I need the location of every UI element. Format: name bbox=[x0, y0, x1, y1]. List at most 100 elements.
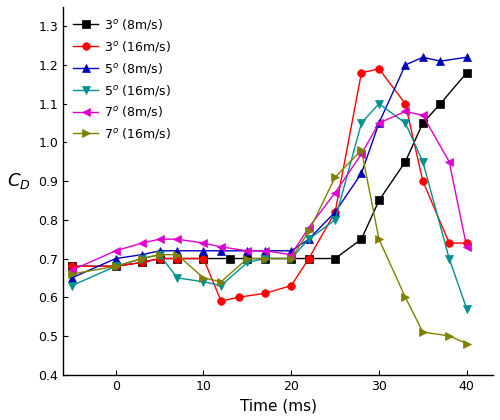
5$^o$ (8m/s) bbox=[200, 248, 206, 253]
3$^o$ (8m/s) bbox=[438, 101, 444, 106]
7$^o$ (16m/s) bbox=[262, 256, 268, 261]
3$^o$ (8m/s) bbox=[288, 256, 294, 261]
Line: 3$^o$ (8m/s): 3$^o$ (8m/s) bbox=[68, 69, 470, 270]
7$^o$ (8m/s) bbox=[402, 109, 408, 114]
7$^o$ (8m/s) bbox=[112, 248, 118, 253]
7$^o$ (8m/s) bbox=[244, 248, 250, 253]
5$^o$ (16m/s) bbox=[262, 256, 268, 261]
3$^o$ (16m/s) bbox=[288, 283, 294, 288]
Line: 7$^o$ (16m/s): 7$^o$ (16m/s) bbox=[68, 146, 470, 347]
5$^o$ (16m/s) bbox=[174, 276, 180, 281]
3$^o$ (16m/s) bbox=[332, 210, 338, 215]
5$^o$ (16m/s) bbox=[156, 252, 162, 257]
3$^o$ (16m/s) bbox=[402, 101, 408, 106]
7$^o$ (16m/s) bbox=[420, 330, 426, 335]
7$^o$ (16m/s) bbox=[69, 271, 75, 276]
5$^o$ (8m/s) bbox=[332, 210, 338, 215]
5$^o$ (16m/s) bbox=[358, 121, 364, 126]
5$^o$ (16m/s) bbox=[402, 121, 408, 126]
5$^o$ (16m/s) bbox=[139, 256, 145, 261]
Line: 3$^o$ (16m/s): 3$^o$ (16m/s) bbox=[68, 65, 470, 305]
7$^o$ (8m/s) bbox=[446, 159, 452, 164]
5$^o$ (16m/s) bbox=[464, 306, 469, 311]
7$^o$ (16m/s) bbox=[376, 236, 382, 241]
5$^o$ (8m/s) bbox=[139, 252, 145, 257]
3$^o$ (8m/s) bbox=[200, 256, 206, 261]
5$^o$ (8m/s) bbox=[69, 276, 75, 281]
5$^o$ (8m/s) bbox=[420, 55, 426, 60]
3$^o$ (8m/s) bbox=[262, 256, 268, 261]
3$^o$ (8m/s) bbox=[244, 256, 250, 261]
3$^o$ (16m/s) bbox=[139, 260, 145, 265]
7$^o$ (8m/s) bbox=[306, 225, 312, 230]
5$^o$ (8m/s) bbox=[288, 248, 294, 253]
7$^o$ (16m/s) bbox=[200, 276, 206, 281]
Line: 7$^o$ (8m/s): 7$^o$ (8m/s) bbox=[68, 108, 470, 274]
7$^o$ (8m/s) bbox=[262, 248, 268, 253]
3$^o$ (16m/s) bbox=[446, 241, 452, 246]
3$^o$ (8m/s) bbox=[306, 256, 312, 261]
7$^o$ (8m/s) bbox=[174, 236, 180, 241]
5$^o$ (8m/s) bbox=[438, 59, 444, 64]
3$^o$ (8m/s) bbox=[112, 264, 118, 269]
Line: 5$^o$ (16m/s): 5$^o$ (16m/s) bbox=[68, 100, 470, 312]
5$^o$ (8m/s) bbox=[358, 171, 364, 176]
5$^o$ (8m/s) bbox=[244, 248, 250, 253]
X-axis label: Time (ms): Time (ms) bbox=[240, 398, 316, 413]
7$^o$ (8m/s) bbox=[358, 152, 364, 157]
5$^o$ (16m/s) bbox=[420, 159, 426, 164]
5$^o$ (16m/s) bbox=[332, 217, 338, 222]
5$^o$ (16m/s) bbox=[218, 283, 224, 288]
7$^o$ (8m/s) bbox=[332, 190, 338, 195]
Legend: 3$^o$ (8m/s), 3$^o$ (16m/s), 5$^o$ (8m/s), 5$^o$ (16m/s), 7$^o$ (8m/s), 7$^o$ (1: 3$^o$ (8m/s), 3$^o$ (16m/s), 5$^o$ (8m/s… bbox=[67, 10, 178, 147]
7$^o$ (16m/s) bbox=[464, 341, 469, 346]
5$^o$ (8m/s) bbox=[112, 256, 118, 261]
3$^o$ (8m/s) bbox=[174, 256, 180, 261]
5$^o$ (16m/s) bbox=[376, 101, 382, 106]
7$^o$ (8m/s) bbox=[376, 121, 382, 126]
7$^o$ (16m/s) bbox=[174, 252, 180, 257]
5$^o$ (16m/s) bbox=[306, 236, 312, 241]
7$^o$ (8m/s) bbox=[464, 244, 469, 249]
3$^o$ (16m/s) bbox=[262, 291, 268, 296]
3$^o$ (8m/s) bbox=[420, 121, 426, 126]
7$^o$ (16m/s) bbox=[358, 148, 364, 153]
5$^o$ (16m/s) bbox=[446, 256, 452, 261]
5$^o$ (16m/s) bbox=[200, 279, 206, 284]
5$^o$ (16m/s) bbox=[288, 256, 294, 261]
3$^o$ (16m/s) bbox=[112, 264, 118, 269]
7$^o$ (16m/s) bbox=[139, 256, 145, 261]
5$^o$ (8m/s) bbox=[464, 55, 469, 60]
5$^o$ (8m/s) bbox=[376, 121, 382, 126]
3$^o$ (8m/s) bbox=[139, 260, 145, 265]
7$^o$ (16m/s) bbox=[402, 295, 408, 300]
3$^o$ (8m/s) bbox=[156, 256, 162, 261]
7$^o$ (8m/s) bbox=[420, 113, 426, 118]
Y-axis label: $C_D$: $C_D$ bbox=[7, 171, 30, 191]
3$^o$ (8m/s) bbox=[376, 198, 382, 203]
3$^o$ (16m/s) bbox=[156, 256, 162, 261]
3$^o$ (16m/s) bbox=[464, 241, 469, 246]
5$^o$ (8m/s) bbox=[306, 236, 312, 241]
7$^o$ (8m/s) bbox=[156, 236, 162, 241]
7$^o$ (8m/s) bbox=[218, 244, 224, 249]
5$^o$ (8m/s) bbox=[402, 63, 408, 68]
7$^o$ (16m/s) bbox=[332, 175, 338, 180]
3$^o$ (16m/s) bbox=[69, 264, 75, 269]
7$^o$ (8m/s) bbox=[200, 241, 206, 246]
7$^o$ (16m/s) bbox=[446, 333, 452, 339]
Line: 5$^o$ (8m/s): 5$^o$ (8m/s) bbox=[68, 53, 470, 282]
5$^o$ (8m/s) bbox=[174, 248, 180, 253]
3$^o$ (8m/s) bbox=[227, 256, 233, 261]
3$^o$ (8m/s) bbox=[402, 159, 408, 164]
3$^o$ (8m/s) bbox=[69, 264, 75, 269]
3$^o$ (16m/s) bbox=[420, 178, 426, 184]
7$^o$ (8m/s) bbox=[139, 241, 145, 246]
3$^o$ (16m/s) bbox=[174, 256, 180, 261]
7$^o$ (16m/s) bbox=[244, 256, 250, 261]
3$^o$ (16m/s) bbox=[200, 256, 206, 261]
7$^o$ (16m/s) bbox=[156, 252, 162, 257]
5$^o$ (16m/s) bbox=[244, 260, 250, 265]
3$^o$ (16m/s) bbox=[376, 66, 382, 71]
3$^o$ (16m/s) bbox=[306, 256, 312, 261]
